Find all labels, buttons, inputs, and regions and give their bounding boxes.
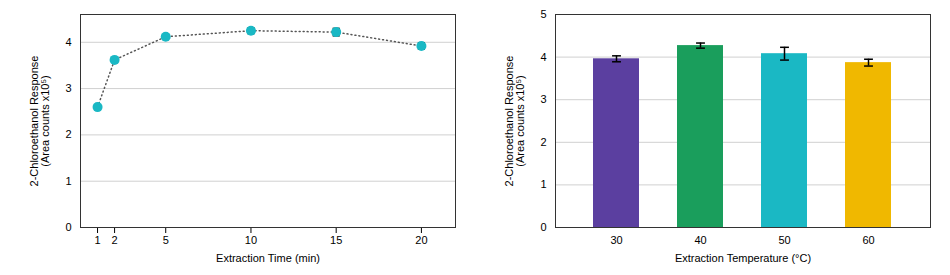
svg-text:15: 15 (330, 234, 342, 246)
svg-text:60: 60 (862, 234, 874, 246)
svg-text:5: 5 (540, 8, 546, 20)
svg-text:5: 5 (163, 234, 169, 246)
svg-text:3: 3 (65, 82, 71, 94)
svg-text:2-Chloroethanol Response(Area: 2-Chloroethanol Response(Area counts x10… (28, 56, 51, 187)
svg-text:0: 0 (65, 221, 71, 233)
svg-text:Extraction Temperature (°C): Extraction Temperature (°C) (675, 252, 811, 264)
svg-text:1: 1 (540, 178, 546, 190)
svg-text:50: 50 (778, 234, 790, 246)
svg-text:4: 4 (65, 36, 71, 48)
svg-text:30: 30 (610, 234, 622, 246)
svg-text:2-Chloroethanol Response(Area: 2-Chloroethanol Response(Area counts x10… (503, 56, 526, 187)
svg-text:3: 3 (540, 93, 546, 105)
svg-text:2: 2 (540, 136, 546, 148)
svg-text:4: 4 (540, 51, 546, 63)
svg-text:Extraction Time (min): Extraction Time (min) (216, 252, 320, 264)
svg-text:2: 2 (65, 128, 71, 140)
svg-text:10: 10 (245, 234, 257, 246)
svg-text:40: 40 (694, 234, 706, 246)
svg-text:2: 2 (112, 234, 118, 246)
svg-text:20: 20 (415, 234, 427, 246)
svg-text:1: 1 (65, 175, 71, 187)
svg-text:1: 1 (94, 234, 100, 246)
svg-text:0: 0 (540, 221, 546, 233)
